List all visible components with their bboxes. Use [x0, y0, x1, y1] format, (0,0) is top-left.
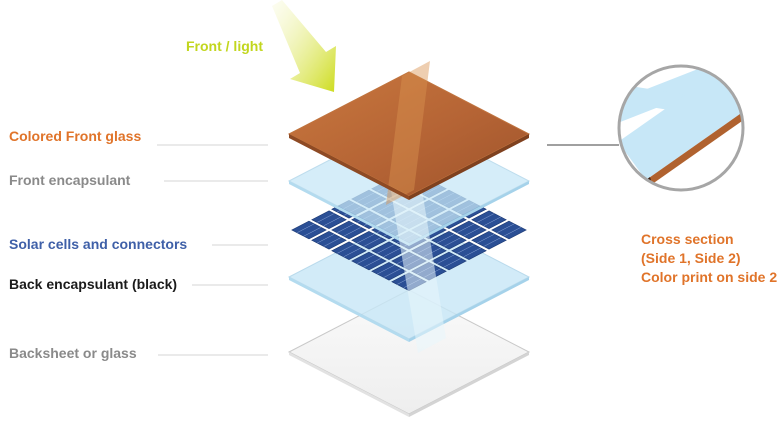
cell-busbar	[463, 247, 482, 258]
cell-busbar	[456, 244, 475, 254]
cell-busbar	[443, 237, 462, 247]
solar-cell	[351, 251, 387, 271]
cross-section-caption: Cross section (Side 1, Side 2) Color pri…	[641, 230, 777, 287]
cell-busbar	[296, 223, 315, 233]
cell-busbar	[363, 237, 382, 247]
solar-cell	[471, 210, 507, 229]
solar-cell	[371, 262, 407, 281]
cross-section-magnifier	[617, 64, 745, 192]
backsheet-layer	[287, 289, 531, 417]
cell-busbar	[363, 258, 382, 268]
cell-busbar	[483, 216, 502, 227]
solar-cell	[491, 220, 527, 240]
solar-cell	[311, 210, 347, 229]
solar-cell	[311, 231, 347, 250]
cell-busbar	[483, 237, 502, 247]
cross-section-line-3: Color print on side 2	[641, 269, 778, 285]
cell-busbar	[316, 233, 335, 244]
cell-busbar	[376, 264, 395, 275]
colored-front-glass-layer	[287, 61, 531, 205]
cell-busbar	[343, 247, 362, 258]
cell-busbar	[476, 213, 495, 223]
cell-busbar	[383, 247, 402, 258]
cell-busbar	[436, 254, 455, 264]
cell-busbar	[323, 237, 342, 247]
cell-busbar	[503, 227, 522, 237]
cell-busbar	[456, 223, 475, 233]
cross-section-line-2: (Side 1, Side 2)	[641, 250, 741, 266]
cell-busbar	[356, 233, 375, 244]
solar-cell	[331, 241, 367, 260]
solar-cell	[451, 241, 487, 260]
solar-cell	[431, 251, 467, 271]
solar-cell	[431, 231, 467, 250]
cell-busbar	[376, 244, 395, 254]
cell-busbar	[476, 233, 495, 244]
cell-busbar	[303, 227, 322, 237]
cross-section-line-1: Cross section	[641, 231, 734, 247]
cell-busbar	[316, 213, 335, 223]
cell-busbar	[436, 233, 455, 244]
label-solar-cells: Solar cells and connectors	[9, 236, 188, 252]
solar-cell	[291, 220, 327, 240]
cell-busbar	[443, 258, 462, 268]
solar-cell	[471, 231, 507, 250]
cell-busbar	[323, 216, 342, 227]
solar-cell	[351, 231, 387, 250]
cell-busbar	[383, 268, 402, 278]
cell-busbar	[336, 223, 355, 233]
solar-cell	[331, 220, 367, 240]
front-light-label: Front / light	[186, 38, 263, 54]
cell-busbar	[336, 244, 355, 254]
label-backsheet: Backsheet or glass	[9, 345, 137, 361]
label-back-encapsulant: Back encapsulant (black)	[9, 276, 178, 292]
cell-busbar	[463, 227, 482, 237]
cell-busbar	[356, 254, 375, 264]
cell-busbar	[496, 223, 515, 233]
label-colored-front-glass: Colored Front glass	[9, 128, 142, 144]
cell-busbar	[343, 227, 362, 237]
label-front-encapsulant: Front encapsulant	[9, 172, 131, 188]
light-arrow	[272, 0, 336, 92]
label-leader-lines	[157, 144, 619, 356]
solar-cell	[451, 220, 487, 240]
